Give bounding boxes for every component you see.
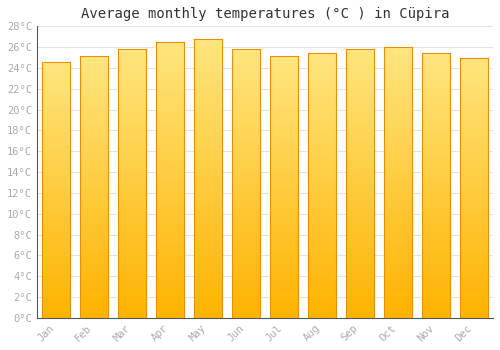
Title: Average monthly temperatures (°C ) in Cüpira: Average monthly temperatures (°C ) in Cü… (80, 7, 449, 21)
